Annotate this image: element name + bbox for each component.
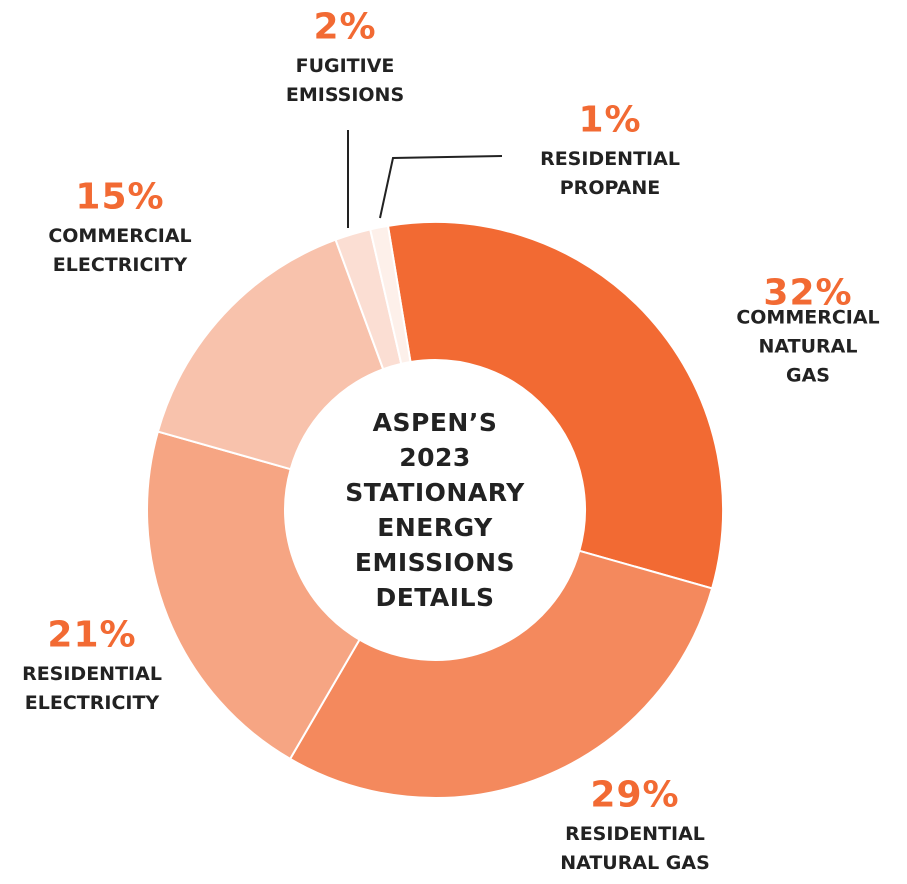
category-label: RESIDENTIAL PROPANE bbox=[540, 148, 680, 199]
slice bbox=[146, 430, 361, 761]
slice bbox=[386, 221, 724, 590]
slice bbox=[288, 549, 714, 799]
category-label: COMMERCIAL NATURAL GAS bbox=[736, 306, 880, 387]
category-label: FUGITIVE EMISSIONS bbox=[285, 55, 405, 106]
value-label: 15% bbox=[75, 176, 165, 218]
value-label: 2% bbox=[313, 6, 377, 48]
chart-title: ASPEN’S 2023 STATIONARY ENERGY EMISSIONS… bbox=[345, 408, 525, 612]
slice bbox=[156, 238, 385, 471]
category-label: RESIDENTIAL NATURAL GAS bbox=[560, 823, 710, 874]
value-label: 21% bbox=[47, 614, 137, 656]
category-label: COMMERCIAL ELECTRICITY bbox=[48, 225, 192, 276]
category-label: RESIDENTIAL ELECTRICITY bbox=[22, 663, 162, 714]
slice bbox=[369, 224, 412, 366]
value-label: 1% bbox=[578, 99, 642, 141]
leader-line bbox=[379, 155, 503, 219]
value-label: 32% bbox=[763, 272, 853, 314]
value-label: 29% bbox=[590, 774, 680, 816]
